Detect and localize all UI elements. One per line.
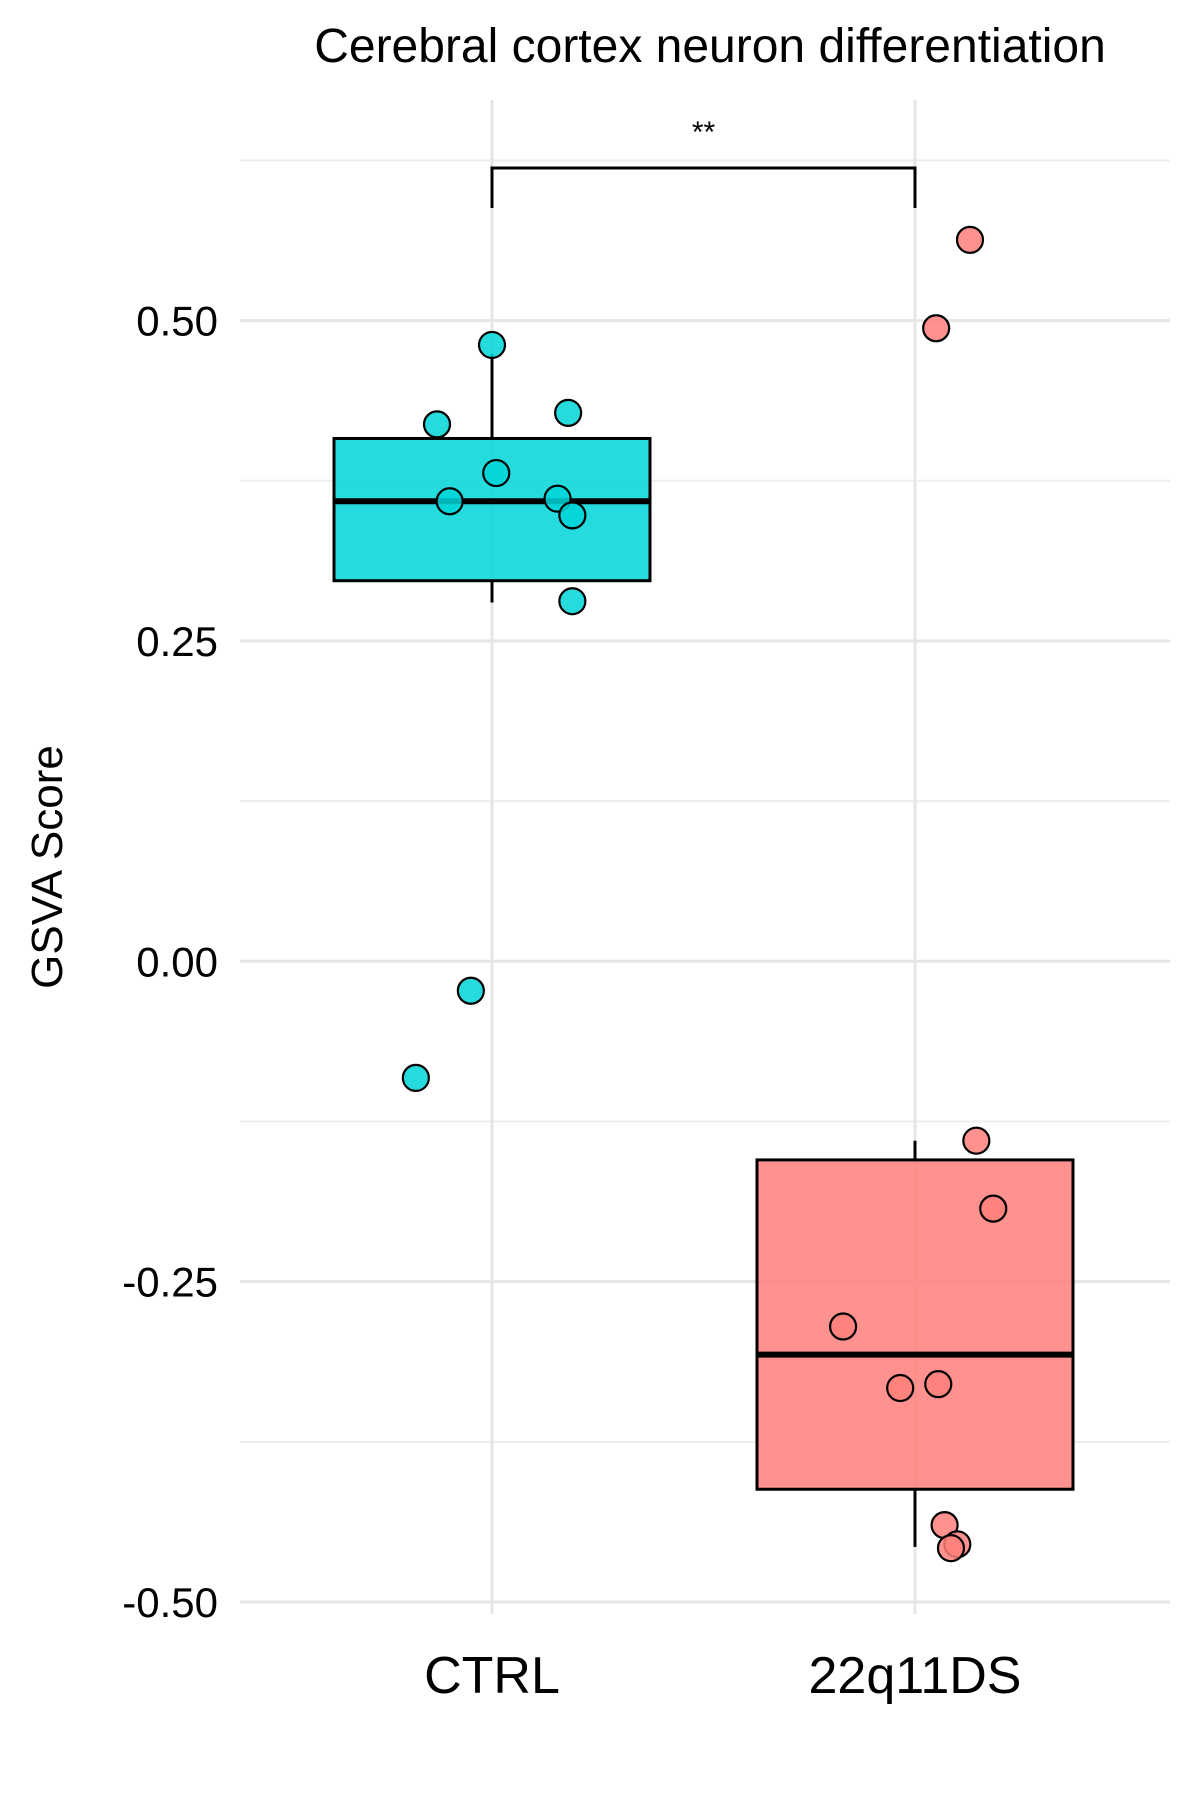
data-points [401,225,1008,1563]
significance-bracket [490,166,917,208]
y-tick-label: 0.50 [136,298,218,345]
data-point [962,1126,991,1155]
data-point [922,314,951,343]
boxplots [332,353,1075,1547]
chart-title: Cerebral cortex neuron differentiation [314,20,1106,73]
x-tick-label: CTRL [424,1647,560,1705]
data-point [554,398,583,427]
data-point [924,1370,953,1399]
data-point [828,1312,858,1341]
y-tick-label: 0.25 [136,618,218,665]
x-tick-label: 22q11DS [809,1647,1022,1705]
data-point [477,330,507,360]
y-tick-label: -0.25 [122,1259,218,1306]
data-point [558,587,587,616]
box-22q11ds [755,1158,1075,1491]
y-axis-label: GSVA Score [23,745,72,989]
significance-annotation: ** [490,116,917,208]
y-axis-ticks: -0.50 -0.25 0.00 0.25 0.50 [122,298,218,1626]
data-point [979,1194,1008,1223]
y-tick-label: -0.50 [122,1579,218,1626]
y-tick-label: 0.00 [136,938,218,985]
data-point [955,225,985,254]
data-point [422,410,452,439]
data-point [401,1063,430,1093]
data-point [482,458,511,488]
data-point [886,1373,915,1403]
data-point [435,487,464,516]
x-axis-ticks: CTRL 22q11DS [424,1647,1021,1705]
data-point [456,976,485,1005]
data-point [936,1534,966,1563]
data-point [558,501,587,530]
significance-label: ** [692,116,716,149]
